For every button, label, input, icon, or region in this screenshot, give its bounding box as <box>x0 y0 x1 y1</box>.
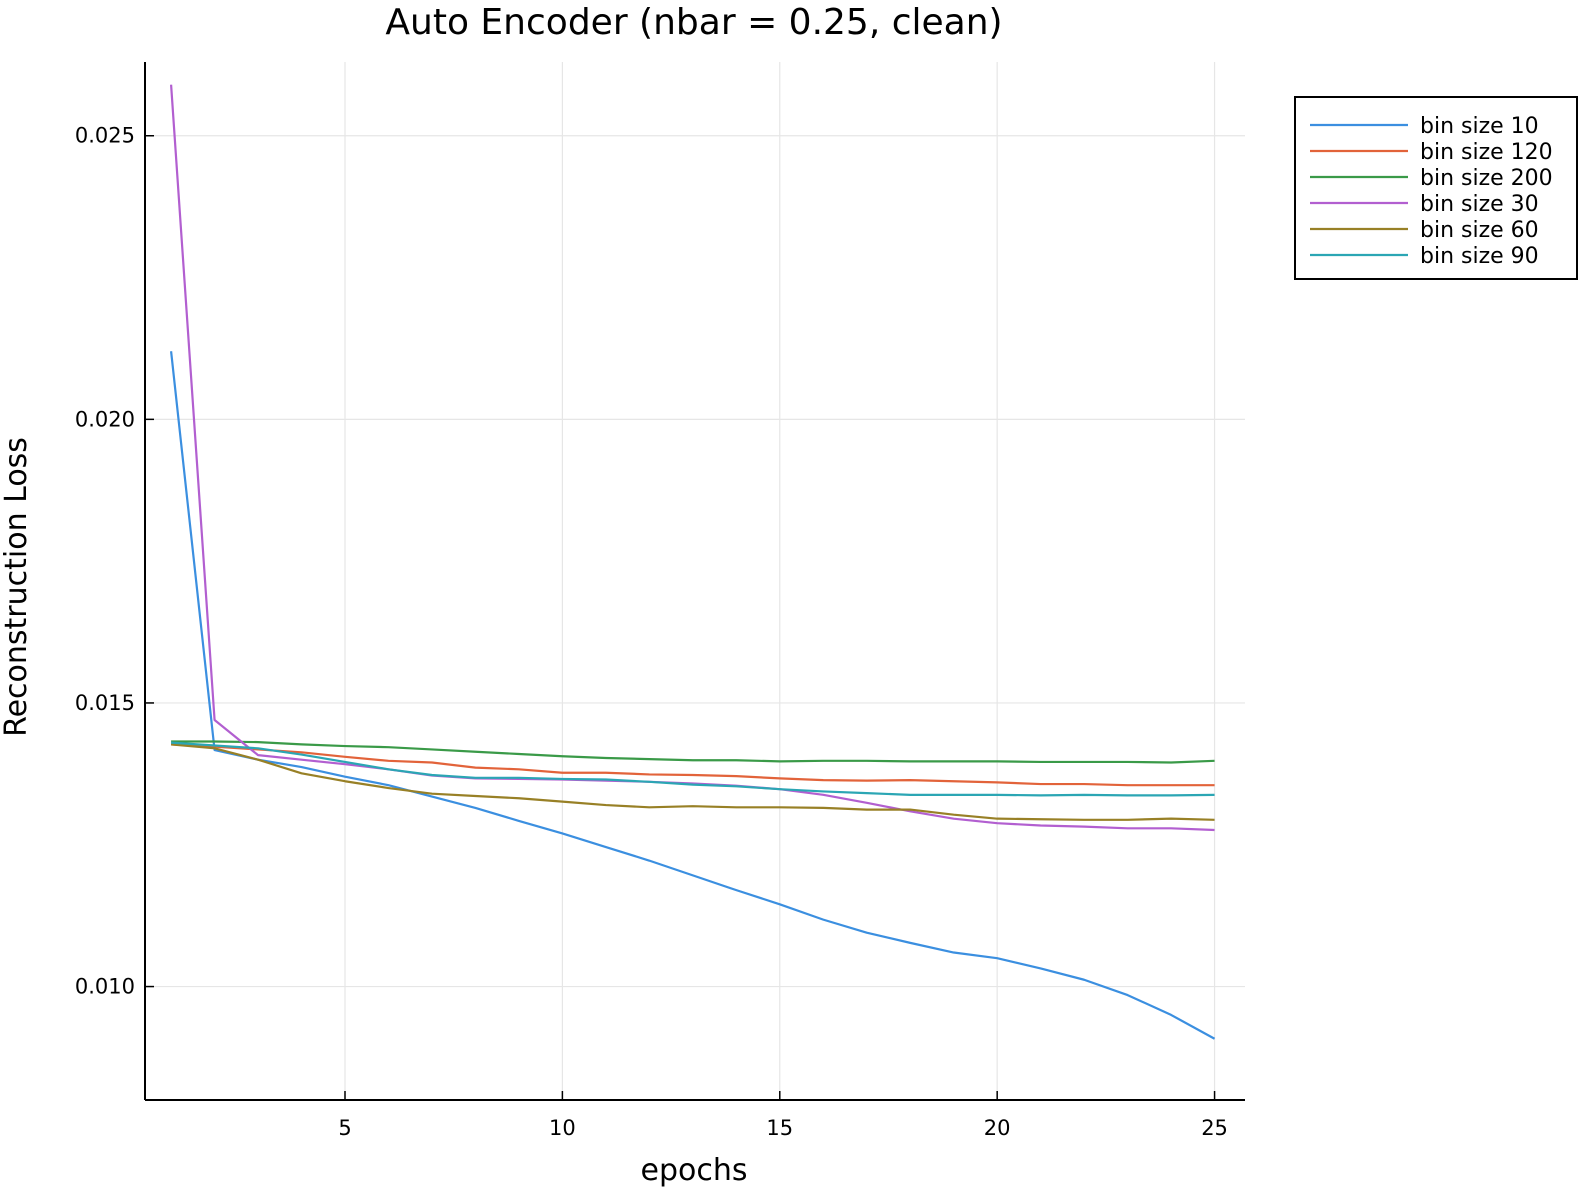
x-tick-label: 10 <box>549 1116 576 1140</box>
legend-entry-label: bin size 60 <box>1420 218 1539 243</box>
y-tick-label: 0.010 <box>75 975 135 999</box>
series-line-bin-size-120 <box>171 743 1215 787</box>
series-line-bin-size-30 <box>169 84 1215 832</box>
x-tick-label: 20 <box>984 1116 1011 1140</box>
x-axis-label: epochs <box>641 1153 748 1188</box>
x-tick-label: 15 <box>766 1116 793 1140</box>
x-tick-labels: 5 10 15 20 25 <box>338 1091 1228 1140</box>
x-tick-label: 25 <box>1201 1116 1228 1140</box>
x-tick-label: 5 <box>338 1116 351 1140</box>
series-line-bin-size-10 <box>169 351 1216 1040</box>
grid <box>145 62 1245 1100</box>
plot-series <box>169 84 1216 1040</box>
legend-box <box>1294 96 1578 280</box>
legend-entry-label: bin size 10 <box>1420 114 1539 139</box>
legend-entry-label: bin size 120 <box>1420 140 1553 165</box>
y-tick-labels: 0.010 0.015 0.020 0.025 <box>75 124 154 999</box>
legend-entry-label: bin size 200 <box>1420 166 1553 191</box>
y-tick-label: 0.025 <box>75 124 135 148</box>
series-line-bin-size-60 <box>170 743 1215 821</box>
series-line-bin-size-90 <box>171 741 1215 797</box>
y-tick-label: 0.020 <box>75 407 135 431</box>
legend-entry-label: bin size 90 <box>1420 244 1539 269</box>
legend-entry-label: bin size 30 <box>1420 192 1539 217</box>
series-line-bin-size-200 <box>171 740 1215 764</box>
y-tick-label: 0.015 <box>75 691 135 715</box>
chart-title: Auto Encoder (nbar = 0.25, clean) <box>385 2 1002 43</box>
y-axis-label: Reconstruction Loss <box>0 437 34 737</box>
